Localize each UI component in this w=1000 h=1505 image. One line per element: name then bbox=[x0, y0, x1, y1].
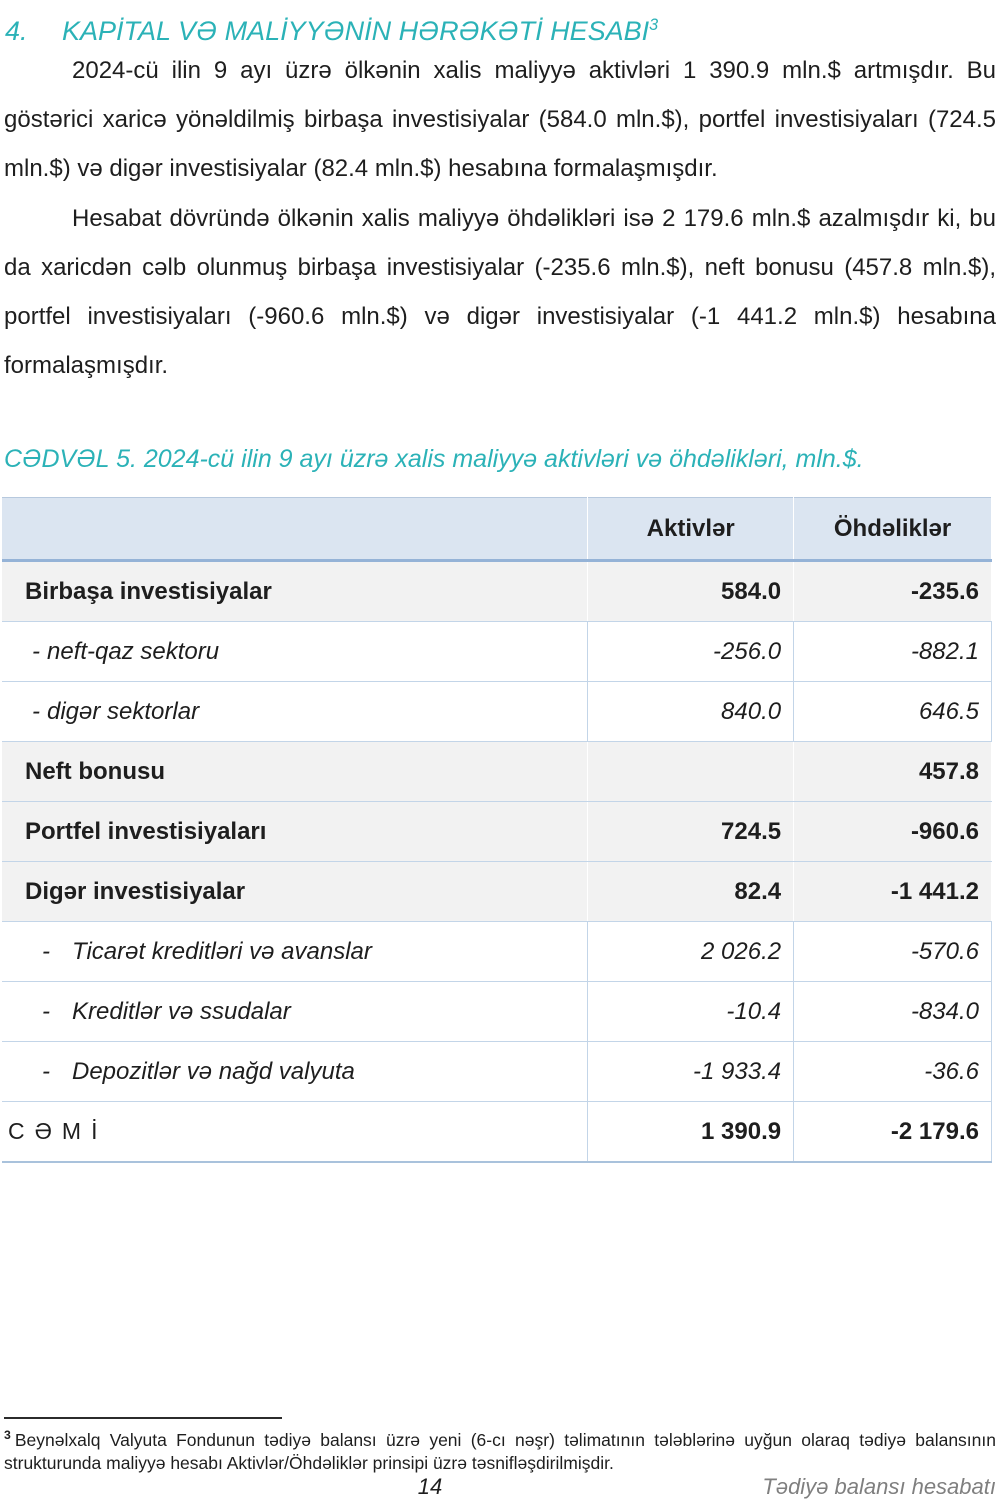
list-dash: - bbox=[32, 697, 40, 725]
table-row: Birbaşa investisiyalar 584.0 -235.6 bbox=[2, 560, 992, 622]
footnote-ref: 3 bbox=[4, 1428, 11, 1442]
liabilities-value: 457.8 bbox=[793, 741, 992, 802]
table-row: - neft-qaz sektoru -256.0 -882.1 bbox=[2, 621, 992, 682]
header-empty bbox=[2, 497, 589, 562]
paragraph-net-assets: 2024-cü ilin 9 ayı üzrə ölkənin xalis ma… bbox=[4, 57, 996, 182]
section-heading: 4. KAPİTAL VƏ MALİYYƏNİN HƏRƏKƏTİ HESABI3 bbox=[5, 8, 995, 48]
liabilities-value: -235.6 bbox=[793, 560, 992, 622]
row-label-text: Birbaşa investisiyalar bbox=[25, 577, 272, 605]
list-dash: - bbox=[42, 937, 50, 965]
row-label-text: Digər investisiyalar bbox=[25, 877, 246, 905]
liabilities-value: -960.6 bbox=[793, 801, 992, 862]
page-number: 14 bbox=[417, 1474, 443, 1499]
assets-value: -256.0 bbox=[587, 621, 795, 682]
footer-report-title: Tədiyə balansı hesabatı bbox=[762, 1474, 996, 1499]
assets-value: 2 026.2 bbox=[587, 921, 795, 982]
assets-value: 724.5 bbox=[587, 801, 795, 862]
list-dash: - bbox=[42, 1057, 50, 1085]
liabilities-value: -2 179.6 bbox=[793, 1101, 992, 1163]
liabilities-value: -834.0 bbox=[793, 981, 992, 1042]
row-label: Neft bonusu bbox=[2, 741, 589, 802]
list-dash: - bbox=[42, 997, 50, 1025]
table-row: Digər investisiyalar 82.4 -1 441.2 bbox=[2, 861, 992, 922]
liabilities-value: -36.6 bbox=[793, 1041, 992, 1102]
section-title: KAPİTAL VƏ MALİYYƏNİN HƏRƏKƏTİ HESABI bbox=[62, 16, 650, 46]
assets-value: 1 390.9 bbox=[587, 1101, 795, 1163]
liabilities-value: -1 441.2 bbox=[793, 861, 992, 922]
paragraph-net-liabilities: Hesabat dövründə ölkənin xalis maliyyə ö… bbox=[4, 205, 996, 379]
table-row: - digər sektorlar 840.0 646.5 bbox=[2, 681, 992, 742]
table-row: - Kreditlər və ssudalar -10.4 -834.0 bbox=[2, 981, 992, 1042]
row-label-text: Depozitlər və nağd valyuta bbox=[72, 1057, 355, 1085]
row-label-text: Neft bonusu bbox=[25, 757, 165, 785]
row-label: - Depozitlər və nağd valyuta bbox=[2, 1041, 589, 1102]
table-body: Birbaşa investisiyalar 584.0 -235.6- neft-q… bbox=[2, 560, 992, 1163]
row-label-text: Ticarət kreditləri və avanslar bbox=[72, 937, 372, 965]
table-row: - Depozitlər və nağd valyuta -1 933.4 -36.6 bbox=[2, 1041, 992, 1102]
heading-footnote-ref: 3 bbox=[649, 16, 659, 34]
row-label-text: digər sektorlar bbox=[47, 697, 200, 725]
row-label: Birbaşa investisiyalar bbox=[2, 560, 589, 622]
liabilities-value: 646.5 bbox=[793, 681, 992, 742]
assets-value: 840.0 bbox=[587, 681, 795, 742]
row-label: - digər sektorlar bbox=[2, 681, 589, 742]
row-label: CƏMİ bbox=[2, 1101, 589, 1163]
table-header-row: Aktivlər Öhdəliklər bbox=[2, 497, 992, 562]
section-number: 4. bbox=[5, 16, 28, 46]
liabilities-value: -882.1 bbox=[793, 621, 992, 682]
table-row: CƏMİ 1 390.9 -2 179.6 bbox=[2, 1101, 992, 1163]
row-label: - neft-qaz sektoru bbox=[2, 621, 589, 682]
liabilities-value: -570.6 bbox=[793, 921, 992, 982]
footnote-text: Beynəlxalq Valyuta Fondunun tədiyə balan… bbox=[4, 1429, 996, 1474]
table-row: Neft bonusu 457.8 bbox=[2, 741, 992, 802]
footnote: 3 Beynəlxalq Valyuta Fondunun tədiyə bala… bbox=[4, 1424, 996, 1476]
row-label-text: neft-qaz sektoru bbox=[47, 637, 220, 665]
row-label-text: Kreditlər və ssudalar bbox=[72, 997, 291, 1025]
table-row: - Ticarət kreditləri və avanslar 2 026.2 -5… bbox=[2, 921, 992, 982]
assets-value bbox=[587, 741, 795, 802]
financial-table: Aktivlər Öhdəliklər Birbaşa investisiyal… bbox=[2, 497, 992, 1163]
table-caption: CƏDVƏL 5. 2024-cü ilin 9 ayı üzrə xalis … bbox=[4, 445, 864, 473]
row-label-text: Portfel investisiyaları bbox=[25, 817, 267, 845]
row-label-text: CƏMİ bbox=[8, 1117, 108, 1144]
row-label: - Ticarət kreditləri və avanslar bbox=[2, 921, 589, 982]
header-liabilities: Öhdəliklər bbox=[793, 497, 992, 562]
table-header: Aktivlər Öhdəliklər bbox=[2, 497, 992, 562]
footnote-separator bbox=[4, 1417, 282, 1419]
assets-value: 82.4 bbox=[587, 861, 795, 922]
assets-value: -1 933.4 bbox=[587, 1041, 795, 1102]
assets-value: 584.0 bbox=[587, 560, 795, 622]
list-dash: - bbox=[32, 637, 40, 665]
assets-value: -10.4 bbox=[587, 981, 795, 1042]
header-assets: Aktivlər bbox=[587, 497, 795, 562]
row-label: Portfel investisiyaları bbox=[2, 801, 589, 862]
row-label: - Kreditlər və ssudalar bbox=[2, 981, 589, 1042]
table-row: Portfel investisiyaları 724.5 -960.6 bbox=[2, 801, 992, 862]
row-label: Digər investisiyalar bbox=[2, 861, 589, 922]
